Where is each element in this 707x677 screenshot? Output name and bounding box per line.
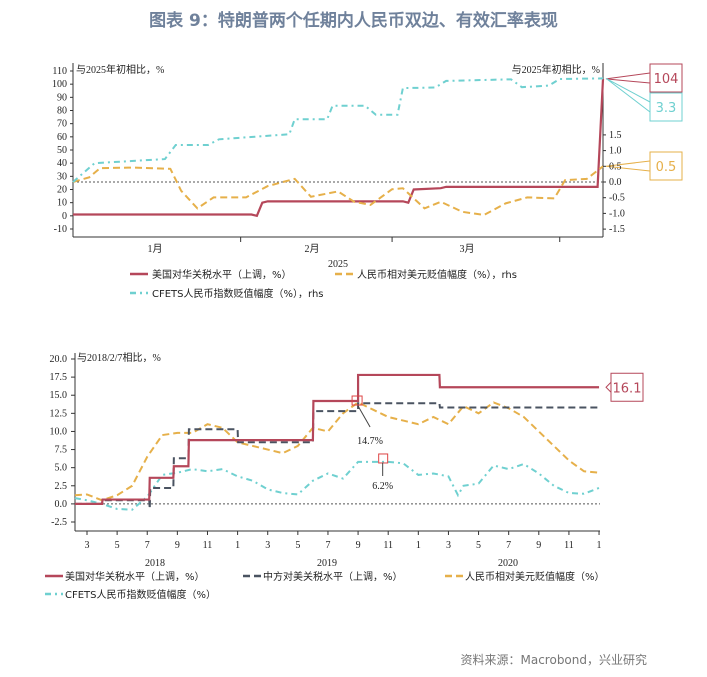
- right-axis-note: 与2025年初相比，%: [512, 63, 600, 76]
- x-tick-label: 9: [356, 540, 361, 551]
- series-line-2: [72, 77, 604, 183]
- x-tick-label: 3: [85, 540, 90, 551]
- x-tick-label: 1: [416, 540, 421, 551]
- y-tick-label: 40: [57, 158, 67, 169]
- y-tick-label: 10: [57, 198, 67, 209]
- callout-0-box: [610, 372, 644, 402]
- callout-1-pointer: [605, 77, 651, 113]
- legend-label-2: CFETS人民币指数贬值幅度（%），rhs: [152, 287, 324, 300]
- legend-label-0: 美国对华关税水平（上调，%）: [152, 268, 292, 281]
- x-tick-label: 9: [175, 540, 180, 551]
- legend-label-2: 人民币相对美元贬值幅度（%）: [465, 570, 605, 583]
- annotation-label-0: 14.7%: [357, 436, 383, 447]
- callout-0-text: 104: [654, 72, 679, 87]
- x-tick-label: 3月: [460, 243, 475, 255]
- callout-2-text: 0.5: [656, 160, 677, 175]
- series-line-0: [74, 373, 600, 505]
- x-tick-label: 2月: [305, 243, 320, 255]
- y-tick-label: 20.0: [50, 354, 68, 365]
- callout-0-pointer: [605, 381, 612, 393]
- figure-title: 图表 9：特朗普两个任期内人民币双边、有效汇率表现: [149, 11, 558, 31]
- left-axis-note: 与2018/2/7相比，%: [77, 351, 161, 364]
- series-line-2: [74, 401, 600, 502]
- y-tick-label: 0: [62, 211, 67, 222]
- x-tick-label: 1: [235, 540, 240, 551]
- source-note: 资料来源：Macrobond，兴业研究: [460, 653, 648, 667]
- annotation-label-1: 6.2%: [372, 481, 393, 492]
- x-tick-label: 11: [564, 540, 574, 551]
- x-tick-label: 3: [446, 540, 451, 551]
- y2-tick-label: -0.5: [609, 193, 625, 204]
- series-line-1: [72, 165, 604, 217]
- x-tick-label: 5: [476, 540, 481, 551]
- series-line-0: [73, 78, 605, 218]
- callout-2-box: [649, 151, 683, 181]
- y2-tick-label: 1.5: [609, 130, 622, 141]
- left-axis-note: 与2025年初相比，%: [76, 63, 164, 76]
- y-tick-label: 20: [57, 185, 67, 196]
- y2-tick-label: 1.0: [609, 146, 622, 157]
- y-tick-label: 17.5: [50, 372, 68, 383]
- y-tick-label: 70: [57, 119, 67, 130]
- callout-1-box: [649, 92, 683, 122]
- callout-0-text: 16.1: [613, 381, 642, 396]
- legend-label-1: 人民币相对美元贬值幅度（%），rhs: [357, 268, 517, 281]
- x-year-label: 2018: [145, 558, 165, 569]
- annotation-marker-0: [351, 395, 363, 406]
- x-tick-label: 7: [506, 540, 511, 551]
- y2-tick-label: -1.0: [609, 208, 625, 219]
- x-tick-label: 11: [203, 540, 213, 551]
- x-tick-label: 7: [145, 540, 150, 551]
- y-tick-label: 30: [57, 171, 67, 182]
- legend-label-1: 中方对美关税水平（上调，%）: [263, 570, 403, 583]
- x-tick-label: 5: [115, 540, 120, 551]
- legend-label-0: 美国对华关税水平（上调，%）: [65, 570, 205, 583]
- x-tick-label: 9: [536, 540, 541, 551]
- x-axis-title: 2025: [328, 259, 348, 270]
- y2-tick-label: 0.0: [609, 177, 622, 188]
- y-tick-label: 2.5: [55, 481, 68, 492]
- y-tick-label: 0.0: [55, 499, 68, 510]
- y-tick-label: 15.0: [50, 390, 68, 401]
- y-tick-label: 10.0: [50, 426, 68, 437]
- y-tick-label: -10: [54, 224, 67, 235]
- y-tick-label: 12.5: [50, 408, 68, 419]
- callout-1-text: 3.3: [656, 101, 677, 116]
- x-tick-label: 1: [597, 540, 602, 551]
- y2-tick-label: -1.5: [609, 224, 625, 235]
- legend-label-3: CFETS人民币指数贬值幅度（%）: [65, 588, 216, 601]
- y-tick-label: -2.5: [51, 517, 67, 528]
- y-tick-label: 80: [57, 106, 67, 117]
- x-tick-label: 11: [383, 540, 393, 551]
- x-year-label: 2019: [317, 558, 337, 569]
- series-line-3: [74, 460, 600, 511]
- y-tick-label: 110: [52, 66, 67, 77]
- y-tick-label: 60: [57, 132, 67, 143]
- x-tick-label: 5: [295, 540, 300, 551]
- x-tick-label: 3: [265, 540, 270, 551]
- x-tick-label: 7: [325, 540, 330, 551]
- callout-0-box: [649, 63, 683, 93]
- y-tick-label: 5.0: [55, 463, 68, 474]
- annotation-leader-0: [357, 405, 371, 428]
- y-tick-label: 50: [57, 145, 67, 156]
- y-tick-label: 7.5: [55, 445, 68, 456]
- y-tick-label: 100: [52, 79, 67, 90]
- y-tick-label: 90: [57, 92, 67, 103]
- y2-tick-label: 0.5: [609, 161, 622, 172]
- x-year-label: 2020: [498, 558, 518, 569]
- x-tick-label: 1月: [148, 243, 163, 255]
